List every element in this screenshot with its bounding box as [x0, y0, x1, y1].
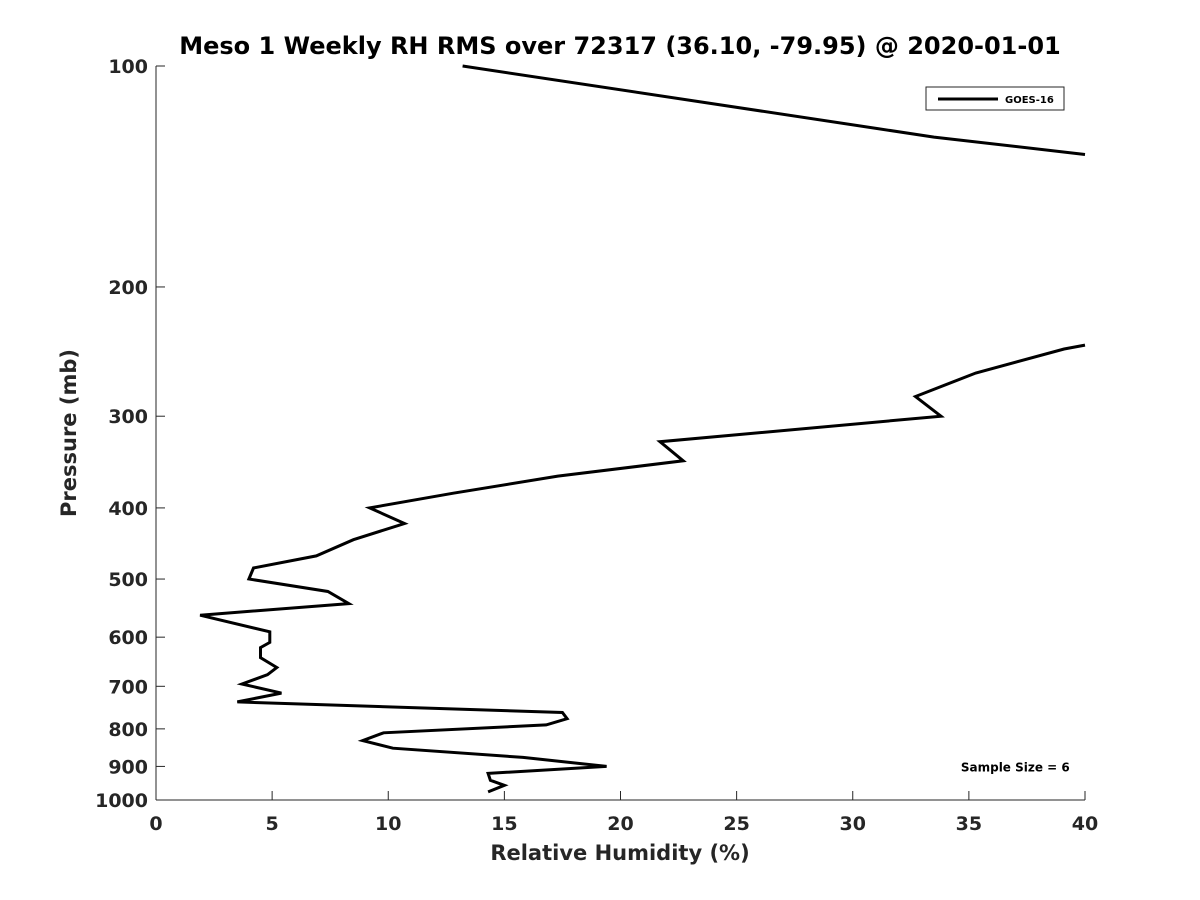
series-line-goes-16 — [199, 343, 1086, 794]
x-tick-label: 25 — [723, 813, 749, 835]
y-ticks: 100 200 300 400 500 600 700 800 900 1000 — [95, 56, 165, 812]
x-tick-label: 5 — [266, 813, 279, 835]
x-tick-label: 20 — [607, 813, 633, 835]
y-tick-label: 500 — [108, 569, 148, 591]
x-tick-label: 30 — [840, 813, 866, 835]
y-tick-label: 800 — [108, 719, 148, 741]
x-axis-title: Relative Humidity (%) — [490, 841, 749, 865]
legend: GOES-16 — [925, 86, 1065, 111]
x-ticks: 0 5 10 15 20 25 30 35 40 — [149, 791, 1098, 835]
axes — [155, 66, 1085, 801]
chart-title: Meso 1 Weekly RH RMS over 72317 (36.10, … — [179, 32, 1061, 60]
y-tick-label: 400 — [108, 498, 148, 520]
y-tick-label: 300 — [108, 406, 148, 428]
y-tick-label: 200 — [108, 277, 148, 299]
sample-size-annotation: Sample Size = 6 — [961, 760, 1070, 774]
series-layer — [199, 64, 1086, 794]
annotations-layer: Sample Size = 6 — [961, 760, 1070, 774]
x-tick-label: 15 — [491, 813, 517, 835]
y-tick-label: 1000 — [95, 790, 148, 812]
y-tick-label: 700 — [108, 676, 148, 698]
series-line-goes-16 — [462, 64, 1086, 156]
x-tick-label: 0 — [149, 813, 162, 835]
legend-label-goes-16: GOES-16 — [1005, 95, 1054, 106]
x-tick-label: 40 — [1072, 813, 1098, 835]
y-tick-label: 100 — [108, 56, 148, 78]
x-tick-label: 35 — [956, 813, 982, 835]
x-tick-label: 10 — [375, 813, 401, 835]
y-axis-title: Pressure (mb) — [57, 349, 81, 517]
y-tick-label: 900 — [108, 756, 148, 778]
y-tick-label: 600 — [108, 627, 148, 649]
